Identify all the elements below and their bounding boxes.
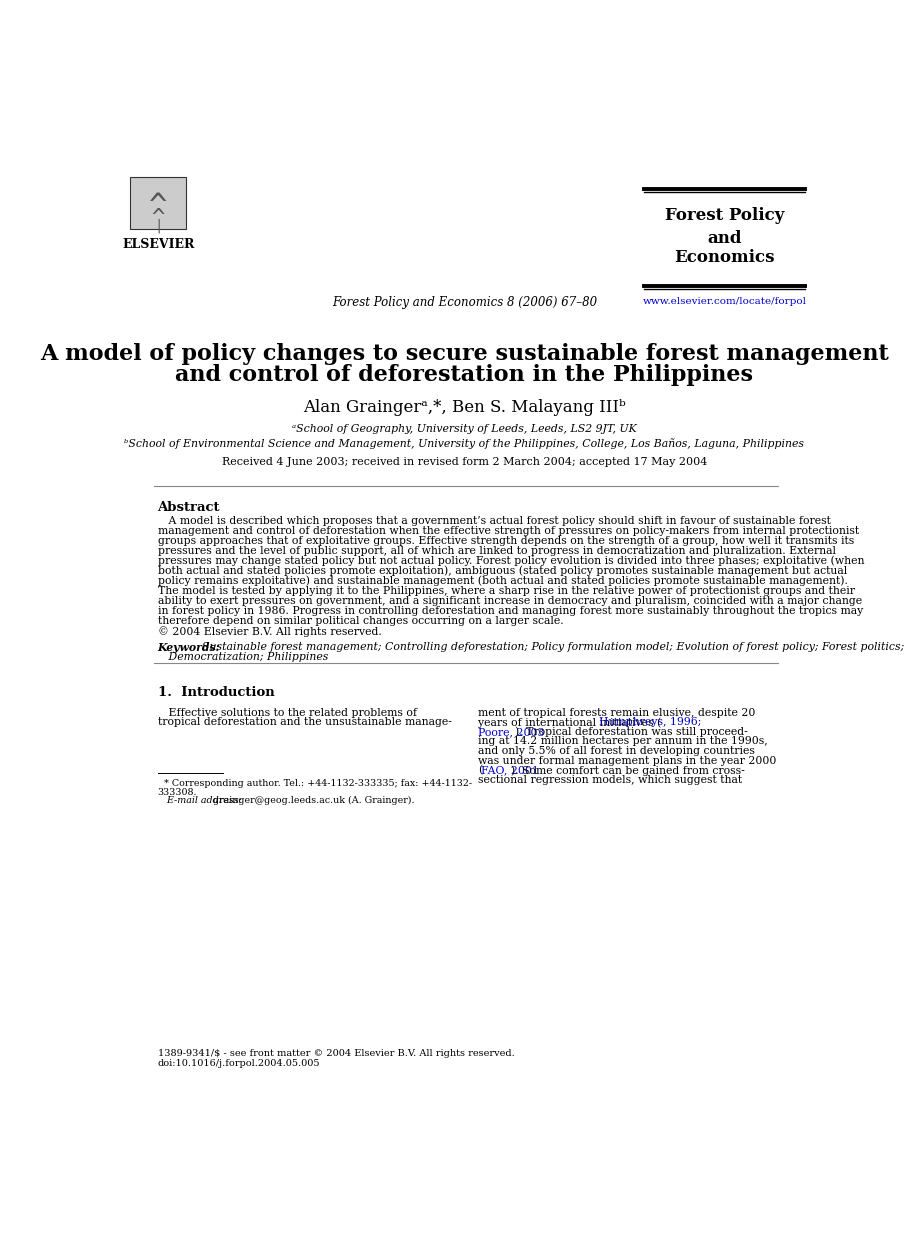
Text: E-mail address:: E-mail address: — [158, 796, 241, 805]
Text: www.elsevier.com/locate/forpol: www.elsevier.com/locate/forpol — [643, 297, 807, 306]
Text: pressures may change stated policy but not actual policy. Forest policy evolutio: pressures may change stated policy but n… — [158, 556, 864, 567]
Text: (: ( — [478, 765, 482, 776]
Text: Alan Graingerᵃ,*, Ben S. Malayang IIIᵇ: Alan Graingerᵃ,*, Ben S. Malayang IIIᵇ — [303, 399, 626, 416]
Text: groups approaches that of exploitative groups. Effective strength depends on the: groups approaches that of exploitative g… — [158, 536, 853, 546]
Text: tropical deforestation and the unsustainable manage-: tropical deforestation and the unsustain… — [158, 717, 452, 727]
Text: Humphreys, 1996;: Humphreys, 1996; — [599, 717, 701, 727]
Text: doi:10.1016/j.forpol.2004.05.005: doi:10.1016/j.forpol.2004.05.005 — [158, 1060, 320, 1068]
Text: Forest Policy: Forest Policy — [665, 207, 785, 224]
Text: © 2004 Elsevier B.V. All rights reserved.: © 2004 Elsevier B.V. All rights reserved… — [158, 626, 381, 636]
Text: years of international initiatives (: years of international initiatives ( — [478, 717, 661, 728]
Text: therefore depend on similar political changes occurring on a larger scale.: therefore depend on similar political ch… — [158, 617, 563, 626]
Text: in forest policy in 1986. Progress in controlling deforestation and managing for: in forest policy in 1986. Progress in co… — [158, 605, 863, 617]
Text: ᵇSchool of Environmental Science and Management, University of the Philippines, : ᵇSchool of Environmental Science and Man… — [124, 438, 805, 449]
Text: * Corresponding author. Tel.: +44-1132-333335; fax: +44-1132-: * Corresponding author. Tel.: +44-1132-3… — [158, 779, 472, 789]
Text: Forest Policy and Economics 8 (2006) 67–80: Forest Policy and Economics 8 (2006) 67–… — [332, 296, 597, 310]
Text: and: and — [707, 230, 742, 248]
Text: A model of policy changes to secure sustainable forest management: A model of policy changes to secure sust… — [40, 343, 889, 365]
Text: grainger@geog.leeds.ac.uk (A. Grainger).: grainger@geog.leeds.ac.uk (A. Grainger). — [210, 796, 414, 805]
Text: A model is described which proposes that a government’s actual forest policy sho: A model is described which proposes that… — [158, 516, 831, 526]
Text: 1.  Introduction: 1. Introduction — [158, 686, 274, 699]
Text: ). Some comfort can be gained from cross-: ). Some comfort can be gained from cross… — [512, 765, 745, 776]
Text: Democratization; Philippines: Democratization; Philippines — [158, 652, 328, 662]
Text: pressures and the level of public support, all of which are linked to progress i: pressures and the level of public suppor… — [158, 546, 835, 556]
Text: and control of deforestation in the Philippines: and control of deforestation in the Phil… — [175, 364, 754, 386]
Text: ELSEVIER: ELSEVIER — [122, 238, 194, 251]
Text: Keywords:: Keywords: — [158, 643, 220, 654]
Text: ability to exert pressures on government, and a significant increase in democrac: ability to exert pressures on government… — [158, 595, 862, 605]
Text: was under formal management plans in the year 2000: was under formal management plans in the… — [478, 755, 776, 766]
Text: 1389-9341/$ - see front matter © 2004 Elsevier B.V. All rights reserved.: 1389-9341/$ - see front matter © 2004 El… — [158, 1050, 514, 1058]
Text: Effective solutions to the related problems of: Effective solutions to the related probl… — [158, 708, 416, 718]
Text: The model is tested by applying it to the Philippines, where a sharp rise in the: The model is tested by applying it to th… — [158, 586, 854, 595]
Text: and only 5.5% of all forest in developing countries: and only 5.5% of all forest in developin… — [478, 747, 755, 756]
Text: Sustainable forest management; Controlling deforestation; Policy formulation mod: Sustainable forest management; Controlli… — [202, 643, 905, 652]
Text: 333308.: 333308. — [158, 787, 197, 797]
Text: ^: ^ — [149, 192, 168, 220]
Text: both actual and stated policies promote exploitation), ambiguous (stated policy : both actual and stated policies promote … — [158, 566, 847, 577]
Text: Abstract: Abstract — [158, 501, 220, 514]
Text: Economics: Economics — [675, 249, 775, 266]
Text: ^: ^ — [151, 208, 165, 228]
Text: ing at 14.2 million hectares per annum in the 1990s,: ing at 14.2 million hectares per annum i… — [478, 737, 767, 747]
Text: ). Tropical deforestation was still proceed-: ). Tropical deforestation was still proc… — [514, 727, 747, 738]
Text: policy remains exploitative) and sustainable management (both actual and stated : policy remains exploitative) and sustain… — [158, 576, 847, 587]
Text: management and control of deforestation when the effective strength of pressures: management and control of deforestation … — [158, 526, 859, 536]
Text: ᵃSchool of Geography, University of Leeds, Leeds, LS2 9JT, UK: ᵃSchool of Geography, University of Leed… — [292, 425, 637, 435]
Text: ment of tropical forests remain elusive, despite 20: ment of tropical forests remain elusive,… — [478, 708, 755, 718]
Text: FAO, 2001: FAO, 2001 — [481, 765, 539, 775]
Text: |: | — [154, 218, 162, 233]
Text: Received 4 June 2003; received in revised form 2 March 2004; accepted 17 May 200: Received 4 June 2003; received in revise… — [222, 457, 707, 467]
Bar — [131, 177, 186, 229]
Text: sectional regression models, which suggest that: sectional regression models, which sugge… — [478, 775, 742, 785]
Text: Poore, 2003: Poore, 2003 — [478, 727, 544, 737]
